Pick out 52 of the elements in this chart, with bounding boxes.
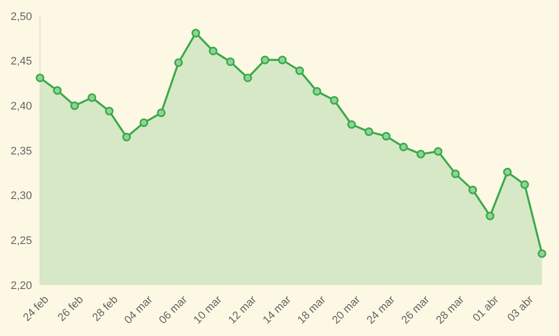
x-tick-label: 03 abr — [505, 294, 536, 324]
point — [36, 74, 44, 82]
point — [174, 58, 183, 67]
point — [53, 86, 62, 95]
point — [382, 132, 391, 140]
y-tick-label: 2,50 — [10, 10, 32, 23]
x-tick-label: 04 mar — [122, 294, 156, 326]
point — [330, 96, 339, 105]
x-tick-label: 06 mar — [156, 294, 190, 326]
x-tick-label: 10 mar — [192, 294, 225, 326]
x-tick-label: 20 mar — [330, 294, 364, 326]
point — [191, 28, 200, 38]
point — [88, 93, 96, 102]
x-tick-label: 26 mar — [399, 294, 432, 326]
x-tick-label: 12 mar — [226, 294, 260, 326]
y-tick-label: 2,30 — [10, 190, 32, 202]
x-tick-label: 26 feb — [56, 294, 86, 324]
point — [312, 87, 322, 96]
point — [451, 170, 460, 178]
x-tick-label: 28 feb — [90, 294, 120, 324]
point — [503, 168, 512, 176]
point — [416, 150, 426, 158]
point — [208, 46, 218, 56]
point — [399, 142, 408, 152]
point — [104, 106, 114, 116]
x-tick-label: 28 mar — [434, 294, 467, 326]
point — [434, 147, 442, 156]
x-tick-label: 14 mar — [260, 294, 294, 326]
x-tick-label: 01 abr — [470, 294, 502, 324]
y-tick-label: 2,40 — [10, 100, 32, 113]
point — [243, 74, 252, 82]
y-tick-label: 2,25 — [10, 235, 32, 248]
point — [520, 180, 529, 189]
point — [140, 118, 148, 128]
point — [347, 120, 356, 129]
point — [486, 212, 494, 220]
x-tick-label: 24 mar — [364, 294, 398, 326]
point — [295, 66, 304, 75]
x-tick-label: 24 feb — [21, 294, 52, 324]
y-tick-label: 2,35 — [10, 145, 32, 158]
point — [538, 249, 546, 258]
point — [364, 127, 374, 136]
point — [468, 186, 478, 194]
y-tick-label: 2,20 — [10, 280, 32, 292]
point — [260, 56, 270, 64]
point — [278, 56, 287, 64]
point — [226, 57, 235, 66]
point — [70, 101, 79, 110]
y-tick-label: 2,45 — [10, 56, 32, 68]
x-tick-label: 18 mar — [295, 294, 328, 326]
point — [156, 108, 166, 118]
point — [122, 132, 131, 142]
